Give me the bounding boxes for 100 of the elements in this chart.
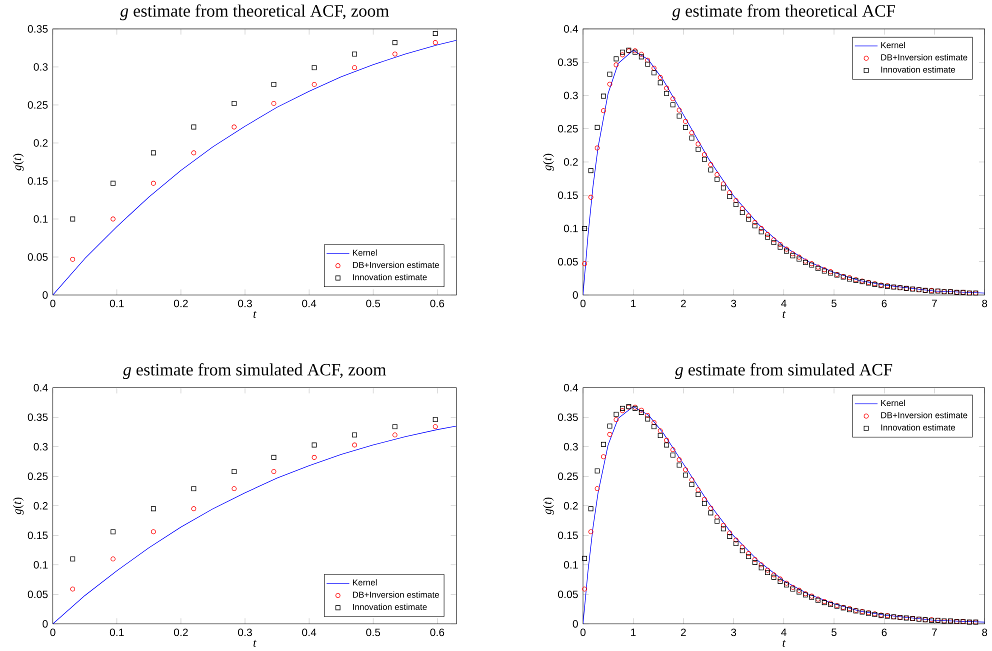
chart-title: g estimate from simulated ACF [674,363,892,379]
y-tick-label: 0.1 [564,224,578,232]
chart-title: g estimate from simulated ACF, zoom [122,363,386,379]
x-tick-label: 0 [50,628,56,636]
y-tick-label: 0 [42,291,48,299]
x-tick-label: 0.5 [366,300,380,308]
point [110,180,116,186]
legend-label: DB+Inversion estimate [881,412,968,418]
point [352,432,358,438]
x-tick-label: 1 [631,300,636,307]
x-tick-label: 3 [731,628,736,636]
y-tick-label: 0.2 [564,158,578,166]
x-tick-label: 0.1 [110,628,124,636]
x-tick-label: 6 [882,628,887,636]
y-tick-label: 0.3 [34,63,48,71]
y-tick-label: 0.1 [34,560,48,569]
point [432,424,438,430]
x-tick-label: 0 [50,300,56,308]
point [432,30,438,36]
point [110,216,116,222]
point [70,256,76,262]
x-tick-label: 0.4 [302,628,316,636]
x-tick-label: 4 [781,300,786,307]
x-tick-label: 0.3 [238,628,252,636]
y-tick-label: 0.35 [28,25,48,33]
y-tick-label: 0.4 [34,384,48,392]
legend-label: Kernel [352,579,377,586]
point [271,454,276,460]
point [150,506,156,512]
x-tick-label: 0.5 [366,628,380,636]
y-axis-title: g(t) [542,154,554,171]
point [312,442,317,448]
x-tick-label: 0.4 [302,300,316,308]
x-tick-label: 2 [681,300,686,308]
y-tick-label: 0.05 [28,590,48,598]
y-tick-label: 0.15 [558,191,578,199]
point [232,486,237,492]
y-tick-label: 0.25 [558,124,578,132]
legend-label: DB+Inversion estimate [352,262,440,268]
point [312,454,317,460]
legend-label: DB+Inversion estimate [352,591,440,598]
x-tick-label: 0.3 [238,300,252,308]
x-tick-label: 5 [831,628,837,636]
point [432,417,438,422]
x-tick-label: 5 [831,300,837,308]
point [70,556,76,562]
y-tick-label: 0.4 [564,25,578,33]
point [70,216,76,222]
legend-label: Kernel [881,400,905,406]
point [271,100,276,106]
y-tick-label: 0 [572,620,578,628]
point [150,180,156,186]
x-axis-title: t [782,640,786,647]
point [392,40,398,45]
y-tick-label: 0.25 [28,472,48,480]
x-tick-label: 7 [932,300,937,307]
y-tick-label: 0.35 [558,413,578,421]
point [392,432,398,438]
y-tick-label: 0.1 [34,215,48,223]
y-tick-label: 0.25 [28,101,48,109]
x-tick-label: 7 [932,628,937,636]
line-series [52,426,456,624]
chart-title: g estimate from theoretical ACF, zoom [120,4,389,20]
legend-label: Innovation estimate [353,274,427,280]
x-tick-label: 0.6 [430,300,444,308]
x-tick-label: 4 [781,628,786,636]
y-tick-label: 0.05 [558,590,578,598]
point [110,529,116,534]
point [352,65,358,70]
legend-label: Innovation estimate [353,604,427,610]
y-tick-label: 0.2 [564,502,578,510]
line-series [52,40,456,295]
y-tick-label: 0.15 [28,531,48,539]
point [232,469,237,474]
chart-title: g estimate from theoretical ACF [672,4,895,20]
y-tick-label: 0 [42,620,48,628]
y-axis-title: g(t) [542,497,554,514]
y-tick-label: 0.35 [28,413,48,421]
point [352,51,358,56]
y-tick-label: 0.35 [558,58,578,66]
x-tick-label: 0 [580,628,586,636]
legend-label: Innovation estimate [881,424,956,430]
x-tick-label: 6 [882,300,887,308]
y-tick-label: 0.3 [34,442,48,450]
point [191,486,196,492]
y-tick-label: 0.3 [564,92,578,100]
x-axis-title: t [253,640,257,647]
point [392,424,398,430]
x-tick-label: 0.2 [174,300,188,308]
x-axis-title: t [253,310,257,318]
x-tick-label: 8 [982,628,988,636]
point [150,150,156,156]
x-tick-label: 0.1 [110,300,124,308]
y-tick-label: 0 [572,291,578,299]
point [191,506,196,512]
y-tick-label: 0.4 [564,384,578,392]
point [232,100,237,106]
y-tick-label: 0.05 [558,258,578,266]
legend-label: Innovation estimate [881,66,956,73]
y-tick-label: 0.25 [558,472,578,480]
